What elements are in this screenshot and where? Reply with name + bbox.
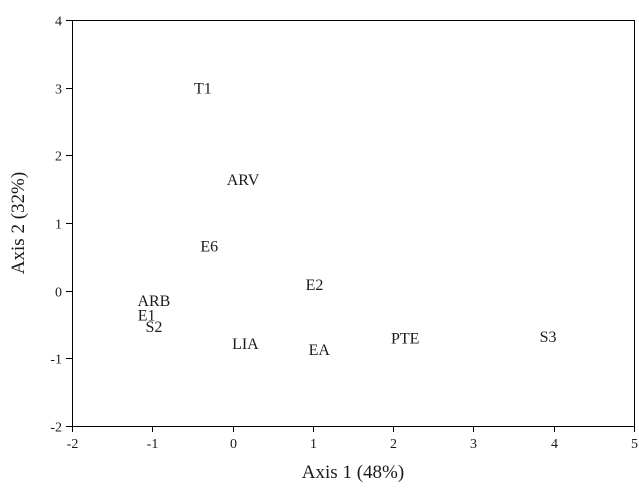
x-tick-label: 3 <box>470 437 477 452</box>
point-label-s3: S3 <box>540 329 557 346</box>
y-tick-label: -1 <box>50 353 62 368</box>
point-label-t1: T1 <box>194 81 212 98</box>
point-label-e2: E2 <box>306 277 324 294</box>
point-label-lia: LIA <box>232 336 259 353</box>
x-axis: -2 -1 0 1 2 3 4 5 <box>67 426 638 452</box>
point-label-pte: PTE <box>391 330 419 347</box>
x-tick-label: 2 <box>390 437 397 452</box>
y-tick-label: 0 <box>55 286 62 301</box>
y-tick-label: 2 <box>55 150 62 165</box>
y-axis-label: Axis 2 (32%) <box>8 172 29 274</box>
point-label-arv: ARV <box>227 172 260 189</box>
y-tick-label: 4 <box>55 15 62 30</box>
point-label-e6: E6 <box>200 238 218 255</box>
x-tick-label: 5 <box>631 437 638 452</box>
x-tick-label: -2 <box>67 437 79 452</box>
point-label-ea: EA <box>309 342 331 359</box>
x-tick-label: 0 <box>230 437 237 452</box>
x-tick-label: -1 <box>147 437 159 452</box>
point-label-arb: ARB <box>137 293 170 310</box>
y-tick-label: 3 <box>55 83 62 98</box>
point-label-e1: E1 <box>138 307 156 324</box>
point-label-s2: S2 <box>145 319 162 336</box>
x-tick-label: 4 <box>551 437 558 452</box>
x-axis-label: Axis 1 (48%) <box>302 462 404 483</box>
y-tick-label: 1 <box>55 218 62 233</box>
y-tick-label: -2 <box>50 421 62 436</box>
y-axis: -2 -1 0 1 2 3 4 <box>50 15 72 436</box>
x-tick-label: 1 <box>310 437 317 452</box>
plot-frame <box>72 20 635 427</box>
